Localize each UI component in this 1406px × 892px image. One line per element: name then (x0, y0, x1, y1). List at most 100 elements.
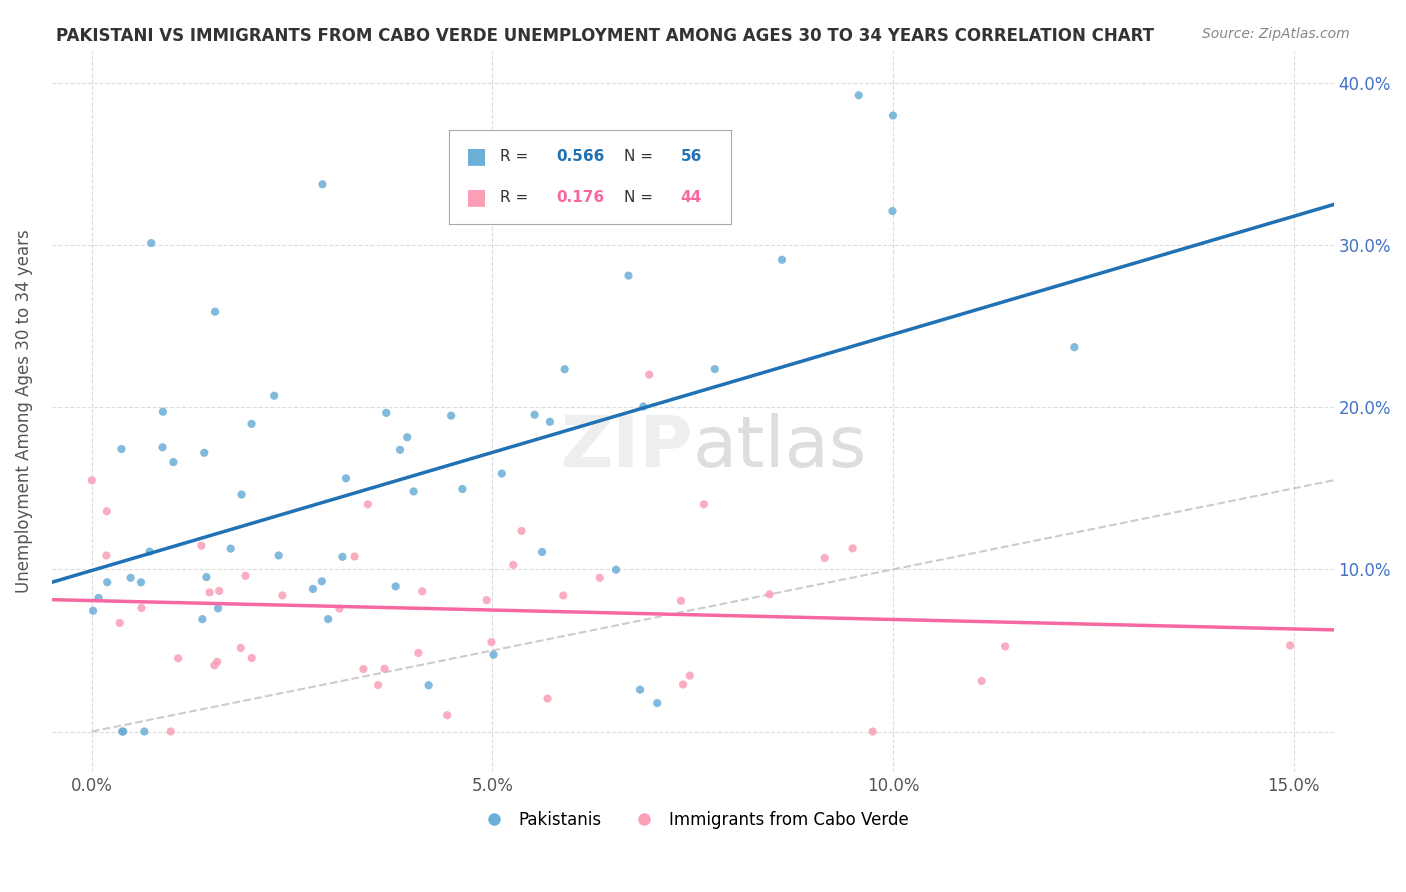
Y-axis label: Unemployment Among Ages 30 to 34 years: Unemployment Among Ages 30 to 34 years (15, 229, 32, 593)
Point (129, 575, 152, 590)
Point (841, 541, 863, 556)
Point (482, 648, 505, 662)
Point (131, 601, 153, 615)
Point (638, 368, 661, 382)
Point (374, 662, 396, 676)
Point (240, 651, 263, 665)
Point (80, 473, 103, 487)
Point (554, 362, 576, 376)
Text: Source: ZipAtlas.com: Source: ZipAtlas.com (1202, 27, 1350, 41)
Point (159, 724, 181, 739)
Point (240, 417, 263, 431)
Point (229, 640, 252, 655)
Point (87, 591, 110, 605)
Point (231, 487, 253, 501)
Point (120, 571, 142, 585)
Point (96, 549, 118, 563)
Point (198, 585, 221, 599)
Point (679, 668, 702, 682)
Point (589, 571, 612, 585)
Point (191, 612, 214, 626)
Point (1279, 639, 1302, 653)
Point (440, 409, 463, 423)
Point (375, 406, 398, 420)
Point (316, 612, 339, 626)
Text: PAKISTANI VS IMMIGRANTS FROM CABO VERDE UNEMPLOYMENT AMONG AGES 30 TO 34 YEARS C: PAKISTANI VS IMMIGRANTS FROM CABO VERDE … (56, 27, 1154, 45)
Point (693, 497, 716, 511)
Text: atlas: atlas (693, 413, 868, 482)
Point (862, 724, 884, 739)
Point (617, 268, 640, 283)
Point (1063, 340, 1085, 354)
Point (263, 389, 285, 403)
Point (96, 575, 118, 590)
Point (343, 549, 366, 564)
Point (302, 582, 325, 596)
Point (111, 724, 134, 739)
Point (205, 655, 228, 669)
Point (311, 574, 333, 589)
Point (96, 504, 118, 518)
Point (311, 178, 333, 192)
Point (152, 405, 174, 419)
Point (204, 304, 226, 318)
Point (208, 583, 231, 598)
Point (481, 635, 503, 649)
Point (328, 601, 350, 615)
Point (235, 569, 257, 583)
Point (628, 682, 651, 697)
Point (267, 549, 290, 563)
Point (271, 589, 294, 603)
Point (848, 88, 870, 103)
Point (332, 549, 354, 564)
Point (152, 440, 174, 454)
Point (408, 646, 430, 660)
Point (389, 442, 412, 457)
Point (703, 362, 725, 376)
Point (451, 482, 474, 496)
Point (195, 570, 218, 584)
Point (605, 563, 627, 577)
Point (352, 662, 374, 676)
Point (367, 678, 389, 692)
Point (538, 415, 561, 429)
Point (384, 579, 406, 593)
Point (536, 691, 558, 706)
Point (219, 541, 242, 556)
Point (633, 400, 655, 414)
Point (645, 696, 668, 710)
Point (475, 593, 498, 607)
Point (190, 539, 212, 553)
Point (82, 604, 104, 618)
Point (411, 584, 433, 599)
Point (207, 601, 229, 615)
Point (970, 673, 993, 688)
Point (502, 558, 524, 572)
Point (141, 236, 163, 251)
Point (523, 408, 546, 422)
Text: ZIP: ZIP (561, 413, 693, 482)
Point (491, 467, 513, 481)
Point (167, 651, 190, 665)
Point (402, 484, 425, 499)
Point (418, 678, 440, 692)
Point (672, 677, 695, 691)
Point (108, 615, 131, 630)
Point (882, 204, 904, 219)
Point (202, 658, 225, 673)
Point (134, 724, 156, 739)
Point (110, 442, 132, 456)
Point (882, 109, 904, 123)
Point (436, 708, 458, 723)
Point (335, 471, 357, 485)
Point (770, 252, 793, 267)
Point (758, 587, 780, 601)
Point (510, 524, 533, 538)
Legend: Pakistanis, Immigrants from Cabo Verde: Pakistanis, Immigrants from Cabo Verde (471, 805, 915, 836)
Point (814, 551, 837, 566)
Point (112, 724, 135, 739)
Point (669, 593, 692, 607)
Point (193, 446, 215, 460)
Point (396, 430, 419, 444)
Point (138, 544, 160, 558)
